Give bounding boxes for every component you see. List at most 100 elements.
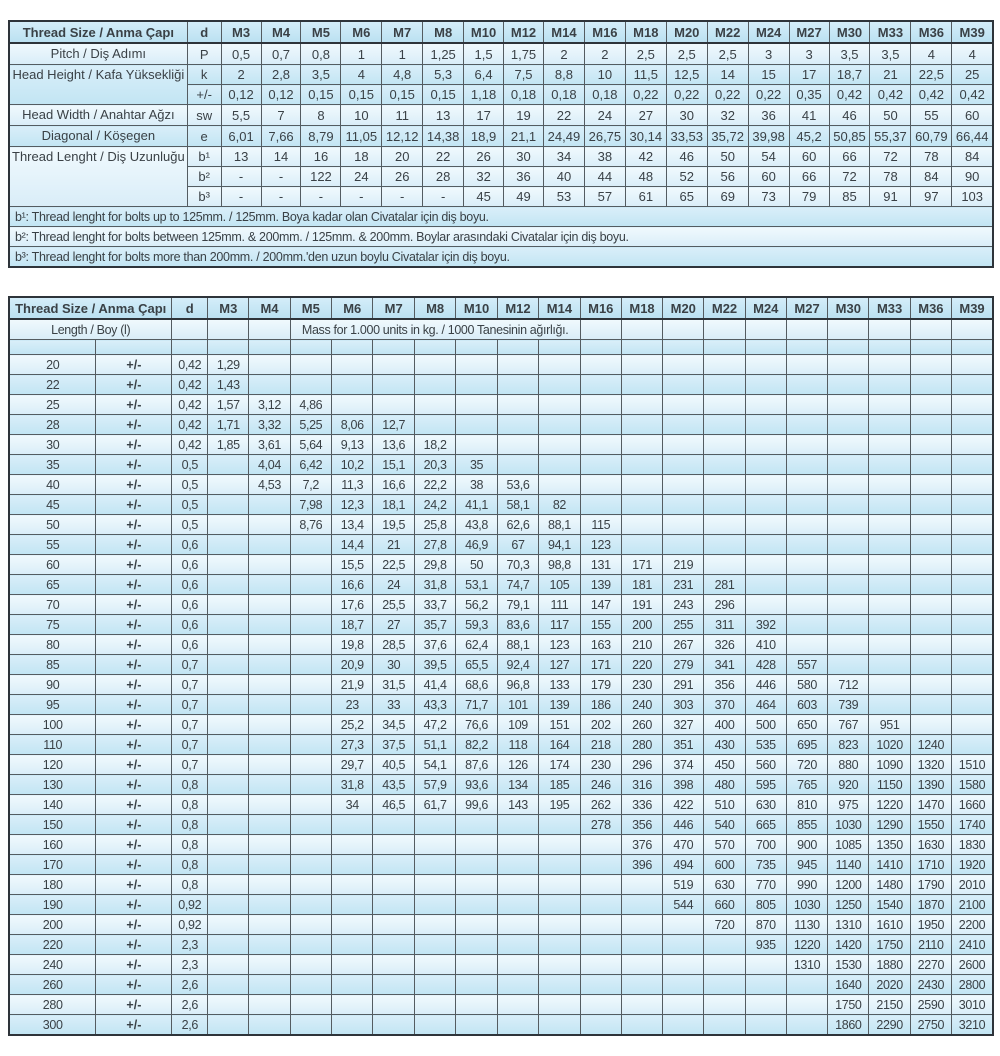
mass-value — [909, 614, 953, 635]
mass-value — [248, 714, 291, 735]
mass-value: 510 — [703, 794, 746, 815]
d-value: 0,7 — [171, 694, 209, 715]
length-value: 200 — [8, 914, 97, 935]
mass-value: 29,7 — [331, 754, 374, 775]
mass-value — [620, 994, 664, 1015]
mass-value: 303 — [662, 694, 705, 715]
mass-value: 70,3 — [496, 554, 540, 575]
mass-value — [662, 494, 705, 515]
mass-value — [785, 374, 829, 395]
mass-value — [372, 874, 415, 895]
tolerance-symbol: +/- — [95, 874, 173, 895]
mass-value: 410 — [744, 634, 787, 655]
mass-value — [496, 874, 540, 895]
mass-value: 20,9 — [331, 654, 374, 675]
mass-value — [248, 494, 291, 515]
size-cell-empty — [579, 318, 622, 340]
mass-value: 2430 — [909, 974, 953, 995]
mass-value: 5,25 — [289, 414, 333, 435]
mass-value — [289, 654, 333, 675]
mass-value: 739 — [827, 694, 870, 715]
mass-value: 171 — [579, 654, 622, 675]
mass-value — [413, 394, 457, 415]
mass-value: 767 — [827, 714, 870, 735]
mass-value: 400 — [703, 714, 746, 735]
table-title: Thread Size / Anma Çapı — [8, 20, 188, 44]
mass-value: 1750 — [868, 934, 911, 955]
mass-value — [703, 354, 746, 375]
mass-value — [662, 954, 705, 975]
mass-value: 1510 — [951, 754, 994, 775]
mass-value: 61,7 — [413, 794, 457, 815]
footnote-text: b³: Thread lenght for bolts more than 20… — [8, 246, 994, 268]
mass-value: 3210 — [951, 1014, 994, 1036]
mass-row-130: 130 +/- 0,8 31,8 43,5 57,9 93,6 134 185 246 316 398… — [8, 774, 994, 795]
mass-value: 500 — [744, 714, 787, 735]
mass-value — [455, 354, 498, 375]
mass-value: 1750 — [827, 994, 870, 1015]
mass-value: 428 — [744, 654, 787, 675]
mass-value — [289, 874, 333, 895]
length-value: 90 — [8, 674, 97, 695]
mass-value — [289, 634, 333, 655]
length-value: 85 — [8, 654, 97, 675]
spacer-cell — [662, 339, 705, 355]
mass-value — [289, 1014, 333, 1036]
mass-value: 25,2 — [331, 714, 374, 735]
mass-value — [207, 534, 250, 555]
mass-value: 22,2 — [413, 474, 457, 495]
spec-row-: +/- 0,12 0,12 0,15 0,15 0,15 0,15 1,18 0,18 0,18 0… — [9, 84, 994, 105]
mass-value: 480 — [703, 774, 746, 795]
spec-value: 66 — [828, 146, 871, 167]
mass-value — [785, 614, 829, 635]
mass-value: 1220 — [868, 794, 911, 815]
d-value: 0,42 — [171, 354, 209, 375]
mass-value: 11,3 — [331, 474, 374, 495]
col-header-M33: M33 — [869, 20, 912, 44]
mass-value — [289, 534, 333, 555]
mass-value: 179 — [579, 674, 622, 695]
mass-value — [951, 474, 994, 495]
d-value: 0,92 — [171, 914, 209, 935]
mass-value — [538, 974, 581, 995]
spec-value: 0,15 — [300, 84, 342, 105]
mass-value: 2600 — [951, 954, 994, 975]
spec-value: 91 — [869, 186, 912, 207]
head-dimensions-table: Thread Size / Anma Çapı d M3 M4 M5 M6 M7 M8 M10 M… — [8, 20, 994, 268]
spec-value: 4,8 — [381, 64, 424, 85]
mass-value — [662, 934, 705, 955]
mass-value: 56,2 — [455, 594, 498, 615]
spec-value: 0,22 — [665, 84, 708, 105]
mass-value — [248, 974, 291, 995]
mass-value: 31,5 — [372, 674, 415, 695]
spec-value: 69 — [706, 186, 749, 207]
mass-value — [413, 894, 457, 915]
mass-value — [289, 854, 333, 875]
mass-value — [413, 974, 457, 995]
mass-value — [413, 814, 457, 835]
mass-value — [620, 974, 664, 995]
mass-value: 43,8 — [455, 514, 498, 535]
mass-value — [951, 434, 994, 455]
spec-value: 53 — [542, 186, 585, 207]
mass-value — [951, 414, 994, 435]
spec-value: 32 — [706, 104, 749, 126]
mass-value — [579, 474, 622, 495]
mass-value: 151 — [538, 714, 581, 735]
mass-value: 25,8 — [413, 514, 457, 535]
footnote-text: b²: Thread lenght for bolts between 125m… — [8, 226, 994, 247]
mass-value: 1030 — [785, 894, 829, 915]
d-value: 0,6 — [171, 594, 209, 615]
d-value: 0,42 — [171, 374, 209, 395]
mass-value — [372, 974, 415, 995]
mass-value — [248, 834, 291, 855]
mass-value — [289, 894, 333, 915]
spec-value: - — [340, 186, 383, 207]
col-header-M30: M30 — [828, 20, 871, 44]
mass-value — [951, 454, 994, 475]
mass-value: 603 — [785, 694, 829, 715]
mass-value: 62,4 — [455, 634, 498, 655]
tolerance-symbol: +/- — [95, 934, 173, 955]
tolerance-symbol: +/- — [95, 974, 173, 995]
t2-header: Thread Size / Anma Çapı d M3 M4 M5 M6 M7 M8 M10 M… — [8, 296, 994, 320]
